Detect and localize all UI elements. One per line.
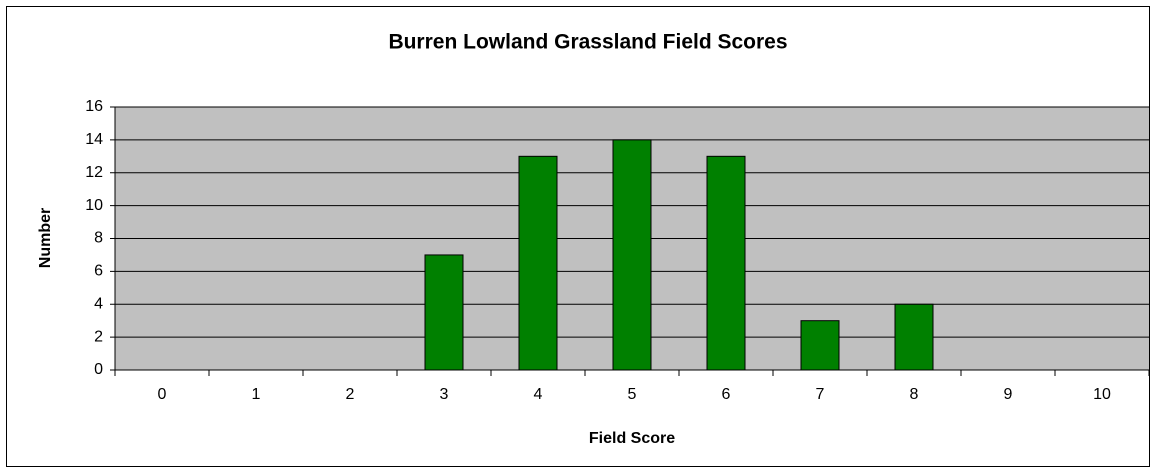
y-tick-label: 0 <box>94 361 103 378</box>
y-axis-label: Number <box>37 208 54 268</box>
y-tick-label: 4 <box>94 295 103 312</box>
bar <box>800 320 840 371</box>
y-tick-label: 10 <box>85 197 103 214</box>
x-tick-label: 10 <box>1093 386 1111 403</box>
bar <box>518 155 558 371</box>
bar <box>894 303 934 371</box>
x-axis-label: Field Score <box>589 430 675 447</box>
x-tick-label: 2 <box>346 386 355 403</box>
bar <box>706 155 746 371</box>
x-tick-label: 6 <box>722 386 731 403</box>
x-tick-label: 4 <box>534 386 543 403</box>
y-tick-label: 8 <box>94 230 103 247</box>
x-tick-label: 5 <box>628 386 637 403</box>
bar <box>424 254 464 371</box>
x-tick-label: 9 <box>1004 386 1013 403</box>
x-tick-label: 1 <box>252 386 261 403</box>
x-tick-label: 7 <box>816 386 825 403</box>
y-tick-label: 2 <box>94 328 103 345</box>
y-tick-label: 14 <box>85 131 103 148</box>
x-tick-label: 0 <box>158 386 167 403</box>
x-tick-label: 8 <box>910 386 919 403</box>
x-tick-label: 3 <box>440 386 449 403</box>
bar <box>612 139 652 371</box>
y-tick-label: 16 <box>85 98 103 115</box>
y-tick-label: 6 <box>94 263 103 280</box>
y-tick-label: 12 <box>85 164 103 181</box>
chart-title: Burren Lowland Grassland Field Scores <box>388 31 787 54</box>
